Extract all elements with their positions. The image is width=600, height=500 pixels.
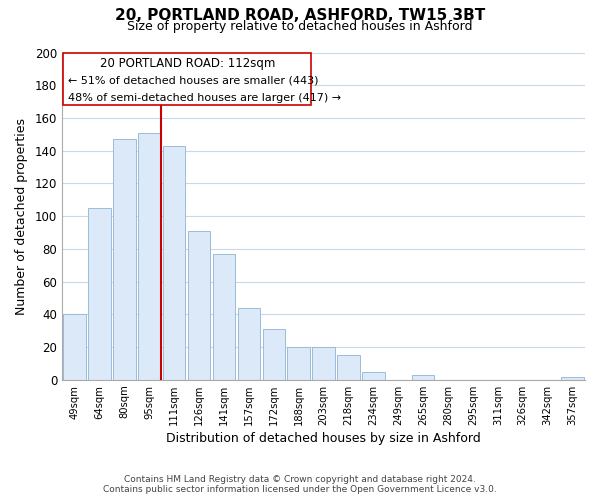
Text: Contains HM Land Registry data © Crown copyright and database right 2024.
Contai: Contains HM Land Registry data © Crown c… [103, 474, 497, 494]
Bar [337, 356, 359, 380]
Bar [238, 308, 260, 380]
Bar [64, 314, 86, 380]
Bar [113, 139, 136, 380]
Text: 48% of semi-detached houses are larger (417) →: 48% of semi-detached houses are larger (… [68, 94, 341, 104]
Text: 20, PORTLAND ROAD, ASHFORD, TW15 3BT: 20, PORTLAND ROAD, ASHFORD, TW15 3BT [115, 8, 485, 22]
Text: 20 PORTLAND ROAD: 112sqm: 20 PORTLAND ROAD: 112sqm [100, 58, 275, 70]
FancyBboxPatch shape [64, 52, 311, 105]
Bar [263, 329, 285, 380]
Y-axis label: Number of detached properties: Number of detached properties [15, 118, 28, 314]
Text: ← 51% of detached houses are smaller (443): ← 51% of detached houses are smaller (44… [68, 76, 319, 86]
Bar [362, 372, 385, 380]
Bar [287, 347, 310, 380]
Bar [188, 231, 211, 380]
Bar [562, 376, 584, 380]
Text: Size of property relative to detached houses in Ashford: Size of property relative to detached ho… [127, 20, 473, 33]
Bar [163, 146, 185, 380]
Bar [313, 347, 335, 380]
X-axis label: Distribution of detached houses by size in Ashford: Distribution of detached houses by size … [166, 432, 481, 445]
Bar [138, 132, 161, 380]
Bar [213, 254, 235, 380]
Bar [88, 208, 111, 380]
Bar [412, 375, 434, 380]
